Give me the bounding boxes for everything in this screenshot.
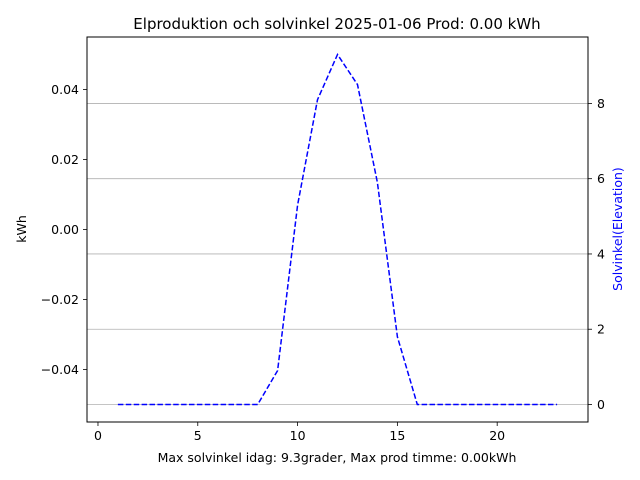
left-tick-label: 0.00 — [51, 222, 79, 237]
x-tick-label: 5 — [194, 428, 202, 443]
chart-title: Elproduktion och solvinkel 2025-01-06 Pr… — [133, 15, 540, 33]
left-y-axis: 0.04 0.02 0.00 −0.02 −0.04 — [41, 82, 87, 377]
right-tick-label: 6 — [597, 171, 605, 186]
left-tick-label: 0.02 — [51, 152, 79, 167]
x-axis-label: Max solvinkel idag: 9.3grader, Max prod … — [158, 450, 517, 465]
series-line-0 — [117, 52, 558, 406]
left-tick-label: −0.04 — [41, 362, 79, 377]
x-tick-label: 20 — [489, 428, 505, 443]
x-tick-label: 10 — [290, 428, 306, 443]
right-tick-label: 8 — [597, 96, 605, 111]
grid-layer — [87, 103, 588, 405]
x-tick-label: 15 — [389, 428, 405, 443]
right-y-axis-label: Solvinkel(Elevation) — [610, 167, 625, 291]
x-tick-label: 0 — [94, 428, 102, 443]
x-axis: 0 5 10 15 20 — [94, 422, 505, 443]
right-tick-label: 0 — [597, 397, 605, 412]
series-layer — [117, 52, 558, 406]
left-tick-label: −0.02 — [41, 292, 79, 307]
left-tick-label: 0.04 — [51, 82, 79, 97]
left-y-axis-label: kWh — [14, 215, 29, 243]
right-tick-label: 4 — [597, 246, 605, 261]
right-tick-label: 2 — [597, 322, 605, 337]
right-y-axis: 8 6 4 2 0 — [588, 96, 605, 412]
plot-frame — [86, 36, 589, 423]
